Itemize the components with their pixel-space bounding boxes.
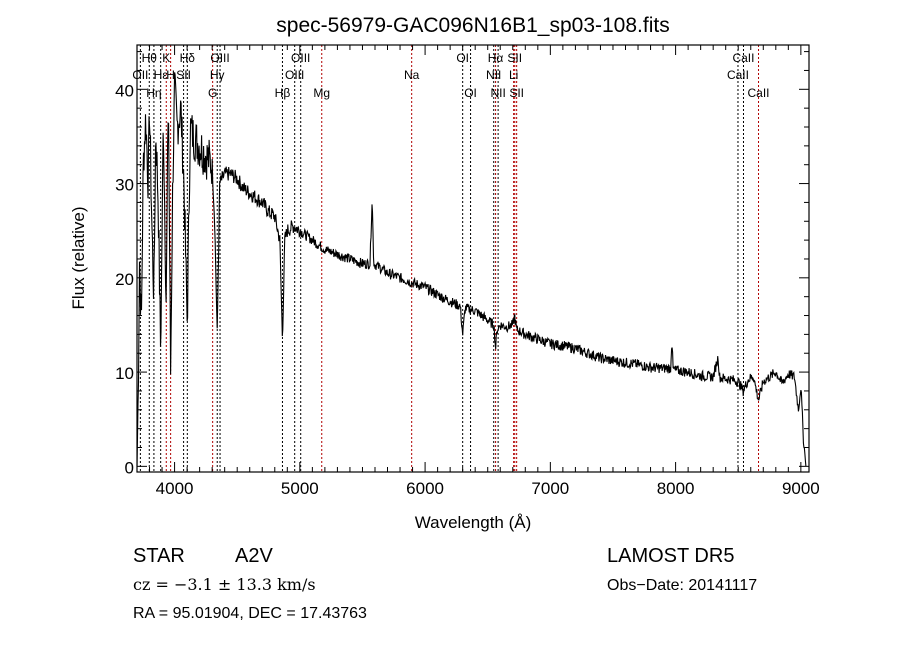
spectral-line-label: OI [456,51,469,65]
y-tick-label: 40 [115,81,134,100]
spectral-line-label: CaII [727,68,749,82]
y-tick-label: 10 [115,364,134,383]
chart-title: spec-56979-GAC096N16B1_sp03-108.fits [276,14,669,37]
y-tick-label: 30 [115,176,134,195]
spectral-line-label: Hγ [210,68,225,82]
spectral-line-label: Hδ [180,51,196,65]
observation-date: Obs−Date: 20141117 [607,577,757,594]
object-subclass: A2V [235,545,273,567]
spectral-line-label: NII [490,86,505,100]
line-markers [139,45,760,472]
spectral-line-label: OIII [285,68,304,82]
spectral-line-label: Mg [313,86,330,100]
spectral-line-label: Hη [146,86,161,100]
flux-series-line [136,72,807,467]
spectral-line-label: Hα [488,51,504,65]
spectral-line-label: SII [507,51,522,65]
spectral-line-label: OIII [210,51,229,65]
x-tick-label: 4000 [156,479,194,498]
spectral-line-label: Na [404,68,420,82]
spectral-line-label: OI [464,86,477,100]
spectral-line-label: OII [132,68,148,82]
spectral-line-label: NII [486,68,501,82]
x-axis-label: Wavelength (Å) [415,513,532,532]
y-axis-label: Flux (relative) [69,207,88,310]
x-tick-label: 6000 [406,479,444,498]
spectral-line-label: K [162,51,170,65]
x-tick-label: 8000 [657,479,695,498]
spectral-line-label: G [208,86,217,100]
axis-ticks: 4000 5000 6000 7000 8000 9000 0 10 20 30 40 [115,45,820,498]
spectral-line-label: Hθ [142,51,158,65]
plot-frame [136,44,810,473]
object-class: STAR [133,545,185,567]
coordinates: RA = 95.01904, DEC = 17.43763 [133,605,367,622]
spectral-line-label: Li [509,68,518,82]
spectral-line-label: OIII [291,51,310,65]
spectral-line-label: CaII [732,51,754,65]
spectral-line-label: Hε [154,68,169,82]
y-tick-label: 20 [115,270,134,289]
x-tick-label: 5000 [281,479,319,498]
spectral-line-label: H [166,68,175,82]
spectral-line-label: Hβ [275,86,291,100]
spectral-line-label: SII [176,68,191,82]
y-tick-label: 0 [125,458,134,477]
x-tick-label: 9000 [782,479,820,498]
survey-name: LAMOST DR5 [607,545,734,567]
x-tick-label: 7000 [531,479,569,498]
spectral-line-label: SII [509,86,524,100]
spectral-line-label: CaII [748,86,770,100]
redshift-cz: cz = −3.1 ± 13.3 km/s [133,575,316,594]
